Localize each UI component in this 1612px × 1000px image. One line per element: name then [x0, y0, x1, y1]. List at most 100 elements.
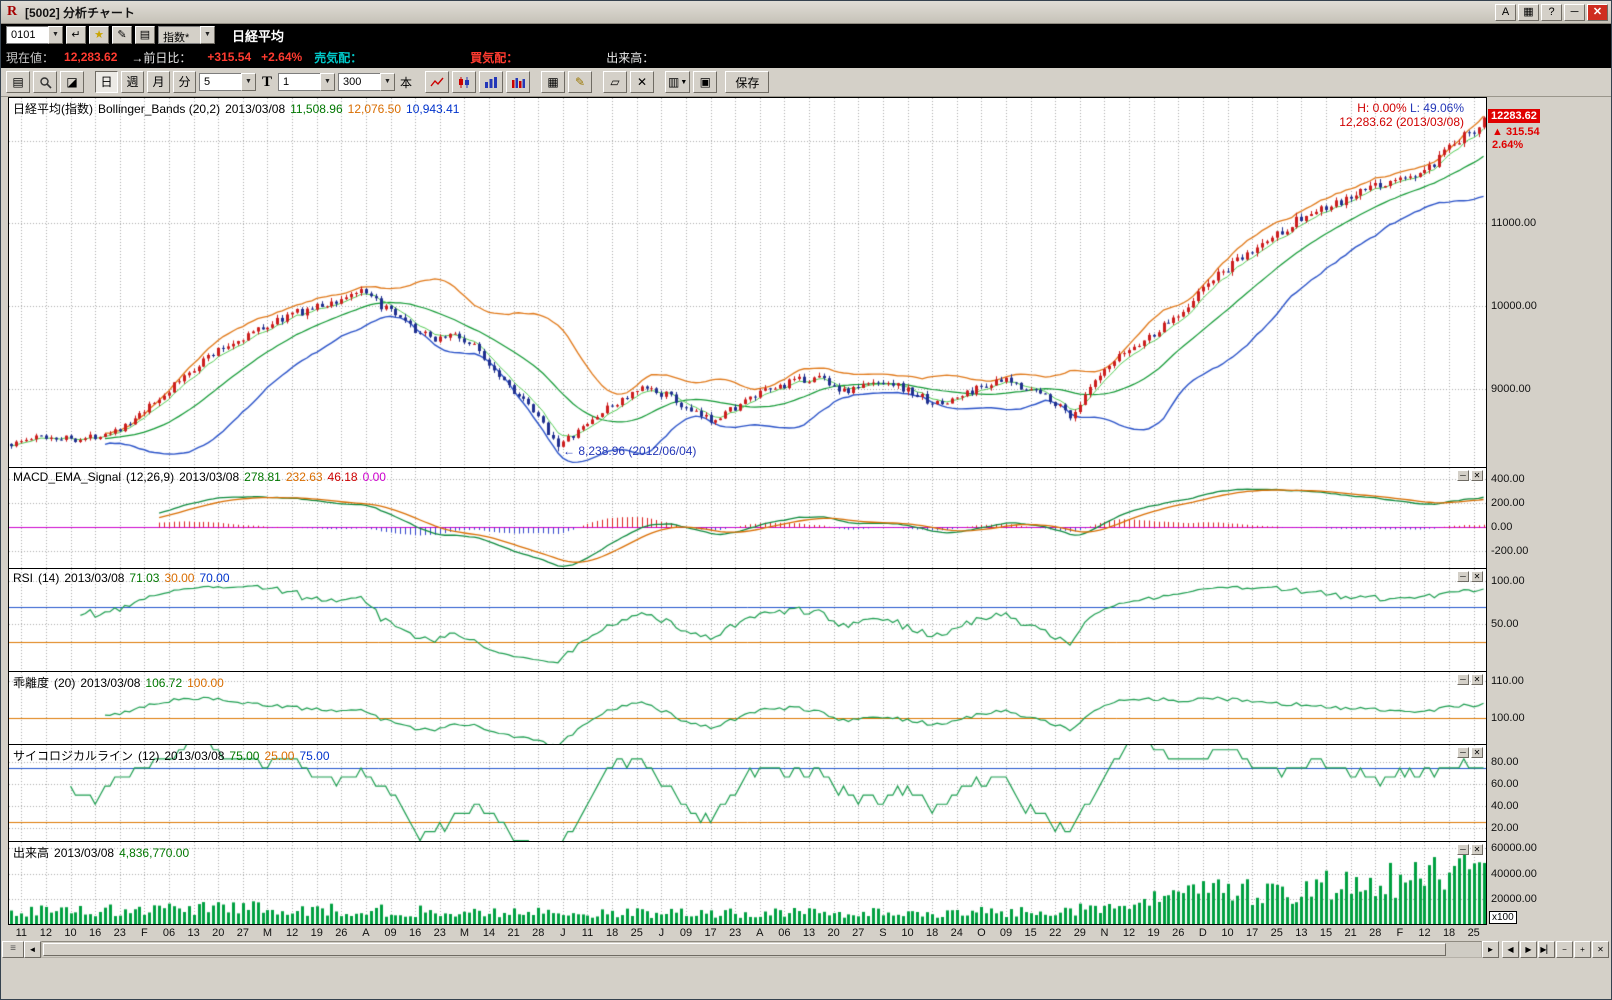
new-page-button[interactable]: ◪ — [60, 71, 84, 93]
scrollbar-track[interactable] — [41, 941, 1482, 958]
pencil-icon: ✎ — [117, 28, 127, 41]
panel-close-button[interactable]: ✕ — [1471, 571, 1483, 582]
font-button[interactable]: A — [1495, 3, 1516, 21]
step-left-button[interactable]: ◀ — [1502, 941, 1519, 958]
zoom-button[interactable] — [33, 71, 57, 93]
minute-select-value[interactable]: 5 — [199, 73, 241, 91]
period-minute-button[interactable]: 分 — [173, 71, 196, 93]
panel-minimize-button[interactable]: ─ — [1457, 571, 1469, 582]
panel-window-buttons: ─ ✕ — [1457, 470, 1483, 481]
x-tick-label: 18 — [1442, 927, 1456, 939]
close-panel-button[interactable]: ✕ — [1592, 941, 1609, 958]
bar-chart-button[interactable] — [479, 71, 504, 93]
period-weekly-button[interactable]: 週 — [121, 71, 144, 93]
close-button[interactable]: ✕ — [1587, 3, 1608, 21]
period-monthly-button[interactable]: 月 — [147, 71, 170, 93]
axis-label: 400.00 — [1491, 472, 1525, 485]
chart-panels: 日経平均(指数) Bollinger_Bands (20,2) 2013/03/08… — [1, 97, 1611, 958]
volume-canvas[interactable] — [9, 842, 1486, 924]
symbol-code-input[interactable]: 0101 ▼ — [6, 26, 63, 44]
x-tick-label: 06 — [162, 927, 176, 939]
x-tick-label: 19 — [310, 927, 323, 939]
copy-button[interactable]: ▥ ▼ — [665, 71, 691, 93]
x-tick-label: D — [1198, 927, 1207, 939]
x-tick-label: 24 — [950, 927, 963, 939]
x-tick-label: 13 — [1295, 927, 1308, 939]
print-button[interactable]: ▤ — [6, 71, 30, 93]
panel-close-button[interactable]: ✕ — [1471, 844, 1483, 855]
panel-minimize-button[interactable]: ─ — [1457, 674, 1469, 685]
sheet-button[interactable]: ▣ — [693, 71, 718, 93]
line-chart-button[interactable] — [425, 71, 450, 93]
symbol-code-value[interactable]: 0101 — [6, 26, 48, 44]
panel-minimize-button[interactable]: ─ — [1457, 747, 1469, 758]
interval-select[interactable]: 1 ▼ — [278, 73, 336, 91]
x-tick-label: 26 — [335, 927, 348, 939]
x-tick-label: 10 — [901, 927, 914, 939]
list-button[interactable]: ▤ — [135, 26, 155, 44]
bars-count-value[interactable]: 300 — [338, 73, 381, 91]
candlestick-icon — [459, 76, 470, 88]
symbol-toolbar: 0101 ▼ ↵ ★ ✎ ▤ 指数* ▼ 日経平均 — [1, 24, 1611, 46]
minute-select[interactable]: 5 ▼ — [199, 73, 256, 91]
favorite-button[interactable]: ★ — [89, 26, 109, 44]
layout-grid-button[interactable]: ▦ — [1518, 3, 1539, 21]
panel-close-button[interactable]: ✕ — [1471, 470, 1483, 481]
rsi-canvas[interactable] — [9, 569, 1486, 671]
step-right-button[interactable]: ▶ — [1520, 941, 1537, 958]
x-tick-label: S — [879, 927, 887, 939]
edit-button[interactable]: ✎ — [112, 26, 132, 44]
enter-button[interactable]: ↵ — [66, 26, 86, 44]
kairi-canvas[interactable] — [9, 672, 1486, 744]
index-type-select[interactable]: 指数* ▼ — [158, 26, 215, 44]
panel-close-button[interactable]: ✕ — [1471, 747, 1483, 758]
candlestick-button[interactable] — [452, 71, 477, 93]
x-tick-label: 21 — [507, 927, 520, 939]
chevron-down-icon[interactable]: ▼ — [200, 26, 215, 44]
scroll-left-button[interactable]: ◄ — [24, 941, 41, 958]
scroll-right-button[interactable]: ► — [1482, 941, 1499, 958]
current-price-box: 12283.62 — [1488, 108, 1540, 123]
chevron-down-icon[interactable]: ▼ — [320, 73, 336, 91]
macd-canvas[interactable] — [9, 468, 1486, 568]
panel-minimize-button[interactable]: ─ — [1457, 470, 1469, 481]
x-tick-label: F — [1396, 927, 1404, 939]
chevron-down-icon[interactable]: ▼ — [241, 73, 256, 91]
main-chart-canvas[interactable] — [9, 98, 1486, 467]
save-button[interactable]: 保存 — [725, 71, 770, 93]
main-chart-panel: 日経平均(指数) Bollinger_Bands (20,2) 2013/03/08… — [8, 97, 1611, 468]
copy-icon: ▥ — [668, 75, 680, 89]
title-bar[interactable]: R [5002] 分析チャート A ▦ ? ─ ✕ — [1, 1, 1611, 24]
x-tick-label: 23 — [433, 927, 446, 939]
psychological-canvas[interactable] — [9, 745, 1486, 841]
panel-minimize-button[interactable]: ─ — [1457, 844, 1469, 855]
period-daily-button[interactable]: 日 — [95, 71, 118, 93]
eraser-button[interactable]: ▱ — [603, 71, 628, 93]
x-tick-label: 18 — [926, 927, 939, 939]
scrollbar-thumb[interactable] — [43, 943, 1447, 956]
resize-grip[interactable]: ≡ — [2, 941, 24, 958]
bars-count-select[interactable]: 300 ▼ — [338, 73, 396, 91]
interval-select-value[interactable]: 1 — [278, 73, 321, 91]
x-tick-label: 25 — [1270, 927, 1283, 939]
draw-button[interactable]: ✎ — [568, 71, 593, 93]
x-tick-label: 13 — [802, 927, 816, 939]
line-chart-icon — [430, 77, 444, 86]
index-type-value[interactable]: 指数* — [158, 26, 200, 44]
chevron-down-icon[interactable]: ▼ — [380, 73, 396, 91]
grid-toggle-button[interactable]: ▦ — [541, 71, 566, 93]
x-tick-label: 19 — [1147, 927, 1160, 939]
panel-close-button[interactable]: ✕ — [1471, 674, 1483, 685]
zoom-out-button[interactable]: − — [1556, 941, 1573, 958]
help-button[interactable]: ? — [1541, 3, 1562, 21]
step-end-button[interactable]: ▶▏ — [1538, 941, 1555, 958]
bar-chart-icon — [485, 76, 498, 88]
volume-chart-button[interactable] — [506, 71, 531, 93]
clear-button[interactable]: ✕ — [630, 71, 655, 93]
chevron-down-icon[interactable]: ▼ — [48, 26, 63, 44]
macd-axis: 400.00 200.00 0.00 -200.00 — [1487, 467, 1611, 569]
zoom-in-button[interactable]: + — [1574, 941, 1591, 958]
enter-icon: ↵ — [71, 28, 81, 41]
minimize-button[interactable]: ─ — [1564, 3, 1585, 21]
